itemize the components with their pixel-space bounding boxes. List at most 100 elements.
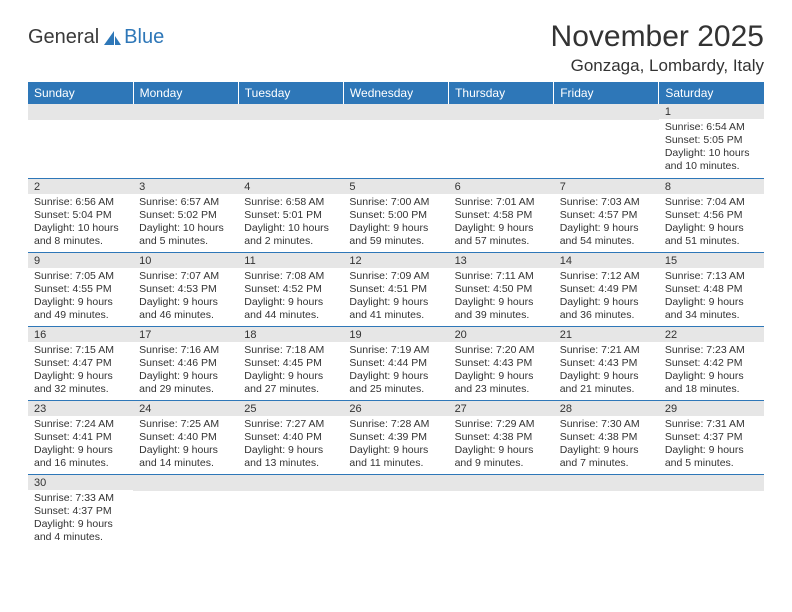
daylight-line: Daylight: 9 hours and 32 minutes. <box>34 370 113 395</box>
day-number: 12 <box>343 253 448 268</box>
day-number: 30 <box>28 475 133 490</box>
day-details: Sunrise: 7:25 AMSunset: 4:40 PMDaylight:… <box>133 416 238 474</box>
calendar-cell: 2Sunrise: 6:56 AMSunset: 5:04 PMDaylight… <box>28 178 133 252</box>
sunset-line: Sunset: 4:50 PM <box>455 283 533 295</box>
day-number-empty <box>554 104 659 120</box>
day-details: Sunrise: 7:05 AMSunset: 4:55 PMDaylight:… <box>28 268 133 326</box>
day-number: 24 <box>133 401 238 416</box>
day-number: 19 <box>343 327 448 342</box>
calendar-cell: 4Sunrise: 6:58 AMSunset: 5:01 PMDaylight… <box>238 178 343 252</box>
day-number: 22 <box>659 327 764 342</box>
daylight-line: Daylight: 10 hours and 10 minutes. <box>665 147 750 172</box>
calendar-cell <box>238 104 343 178</box>
day-number: 13 <box>449 253 554 268</box>
day-details: Sunrise: 7:11 AMSunset: 4:50 PMDaylight:… <box>449 268 554 326</box>
sunrise-line: Sunrise: 7:23 AM <box>665 344 745 356</box>
calendar-cell: 24Sunrise: 7:25 AMSunset: 4:40 PMDayligh… <box>133 400 238 474</box>
sunrise-line: Sunrise: 6:58 AM <box>244 196 324 208</box>
daylight-line: Daylight: 9 hours and 18 minutes. <box>665 370 744 395</box>
weekday-header: Sunday <box>28 82 133 104</box>
sunset-line: Sunset: 4:57 PM <box>560 209 638 221</box>
daylight-line: Daylight: 9 hours and 34 minutes. <box>665 296 744 321</box>
calendar-cell: 19Sunrise: 7:19 AMSunset: 4:44 PMDayligh… <box>343 326 448 400</box>
day-details: Sunrise: 7:13 AMSunset: 4:48 PMDaylight:… <box>659 268 764 326</box>
daylight-line: Daylight: 9 hours and 54 minutes. <box>560 222 639 247</box>
day-number: 28 <box>554 401 659 416</box>
calendar-cell: 10Sunrise: 7:07 AMSunset: 4:53 PMDayligh… <box>133 252 238 326</box>
daylight-line: Daylight: 9 hours and 13 minutes. <box>244 444 323 469</box>
sunrise-line: Sunrise: 7:27 AM <box>244 418 324 430</box>
sunrise-line: Sunrise: 7:07 AM <box>139 270 219 282</box>
day-number: 8 <box>659 179 764 194</box>
weekday-header: Thursday <box>449 82 554 104</box>
sunrise-line: Sunrise: 7:05 AM <box>34 270 114 282</box>
sunset-line: Sunset: 4:41 PM <box>34 431 112 443</box>
calendar-cell <box>554 474 659 548</box>
sunrise-line: Sunrise: 7:25 AM <box>139 418 219 430</box>
sunset-line: Sunset: 4:39 PM <box>349 431 427 443</box>
sunset-line: Sunset: 4:38 PM <box>560 431 638 443</box>
day-details: Sunrise: 7:27 AMSunset: 4:40 PMDaylight:… <box>238 416 343 474</box>
day-details: Sunrise: 7:03 AMSunset: 4:57 PMDaylight:… <box>554 194 659 252</box>
logo-text-2: Blue <box>124 26 164 49</box>
calendar-cell: 27Sunrise: 7:29 AMSunset: 4:38 PMDayligh… <box>449 400 554 474</box>
calendar-cell: 26Sunrise: 7:28 AMSunset: 4:39 PMDayligh… <box>343 400 448 474</box>
logo-text-1: General <box>28 26 99 49</box>
day-details: Sunrise: 7:07 AMSunset: 4:53 PMDaylight:… <box>133 268 238 326</box>
sunrise-line: Sunrise: 7:30 AM <box>560 418 640 430</box>
day-details: Sunrise: 7:21 AMSunset: 4:43 PMDaylight:… <box>554 342 659 400</box>
sunset-line: Sunset: 4:44 PM <box>349 357 427 369</box>
calendar-cell: 25Sunrise: 7:27 AMSunset: 4:40 PMDayligh… <box>238 400 343 474</box>
sunset-line: Sunset: 4:40 PM <box>244 431 322 443</box>
daylight-line: Daylight: 9 hours and 9 minutes. <box>455 444 534 469</box>
sunrise-line: Sunrise: 7:18 AM <box>244 344 324 356</box>
day-details: Sunrise: 7:29 AMSunset: 4:38 PMDaylight:… <box>449 416 554 474</box>
calendar-cell: 7Sunrise: 7:03 AMSunset: 4:57 PMDaylight… <box>554 178 659 252</box>
day-details: Sunrise: 7:23 AMSunset: 4:42 PMDaylight:… <box>659 342 764 400</box>
calendar-cell: 18Sunrise: 7:18 AMSunset: 4:45 PMDayligh… <box>238 326 343 400</box>
sunrise-line: Sunrise: 7:04 AM <box>665 196 745 208</box>
sunset-line: Sunset: 5:02 PM <box>139 209 217 221</box>
calendar-cell: 6Sunrise: 7:01 AMSunset: 4:58 PMDaylight… <box>449 178 554 252</box>
day-number: 21 <box>554 327 659 342</box>
sunrise-line: Sunrise: 7:03 AM <box>560 196 640 208</box>
daylight-line: Daylight: 10 hours and 8 minutes. <box>34 222 119 247</box>
day-number-empty <box>343 475 448 491</box>
daylight-line: Daylight: 9 hours and 36 minutes. <box>560 296 639 321</box>
day-details: Sunrise: 7:30 AMSunset: 4:38 PMDaylight:… <box>554 416 659 474</box>
sunrise-line: Sunrise: 7:24 AM <box>34 418 114 430</box>
calendar-cell <box>133 474 238 548</box>
day-number: 7 <box>554 179 659 194</box>
calendar-cell <box>133 104 238 178</box>
day-number: 3 <box>133 179 238 194</box>
daylight-line: Daylight: 9 hours and 23 minutes. <box>455 370 534 395</box>
weekday-header: Tuesday <box>238 82 343 104</box>
daylight-line: Daylight: 10 hours and 2 minutes. <box>244 222 329 247</box>
day-number-empty <box>133 104 238 120</box>
day-number: 27 <box>449 401 554 416</box>
calendar-cell <box>554 104 659 178</box>
calendar-cell <box>343 474 448 548</box>
day-number-empty <box>449 104 554 120</box>
sunset-line: Sunset: 4:43 PM <box>560 357 638 369</box>
day-number: 17 <box>133 327 238 342</box>
calendar-cell: 9Sunrise: 7:05 AMSunset: 4:55 PMDaylight… <box>28 252 133 326</box>
calendar-cell <box>28 104 133 178</box>
day-details: Sunrise: 7:20 AMSunset: 4:43 PMDaylight:… <box>449 342 554 400</box>
calendar-cell: 14Sunrise: 7:12 AMSunset: 4:49 PMDayligh… <box>554 252 659 326</box>
calendar-cell <box>343 104 448 178</box>
weekday-header: Wednesday <box>343 82 448 104</box>
sunrise-line: Sunrise: 7:00 AM <box>349 196 429 208</box>
day-number: 1 <box>659 104 764 119</box>
day-number: 16 <box>28 327 133 342</box>
weekday-header: Saturday <box>659 82 764 104</box>
day-number-empty <box>659 475 764 491</box>
calendar-cell <box>449 474 554 548</box>
day-number: 10 <box>133 253 238 268</box>
day-number-empty <box>343 104 448 120</box>
calendar-cell: 28Sunrise: 7:30 AMSunset: 4:38 PMDayligh… <box>554 400 659 474</box>
sunrise-line: Sunrise: 7:08 AM <box>244 270 324 282</box>
calendar-cell: 13Sunrise: 7:11 AMSunset: 4:50 PMDayligh… <box>449 252 554 326</box>
calendar-row: 1Sunrise: 6:54 AMSunset: 5:05 PMDaylight… <box>28 104 764 178</box>
daylight-line: Daylight: 9 hours and 44 minutes. <box>244 296 323 321</box>
